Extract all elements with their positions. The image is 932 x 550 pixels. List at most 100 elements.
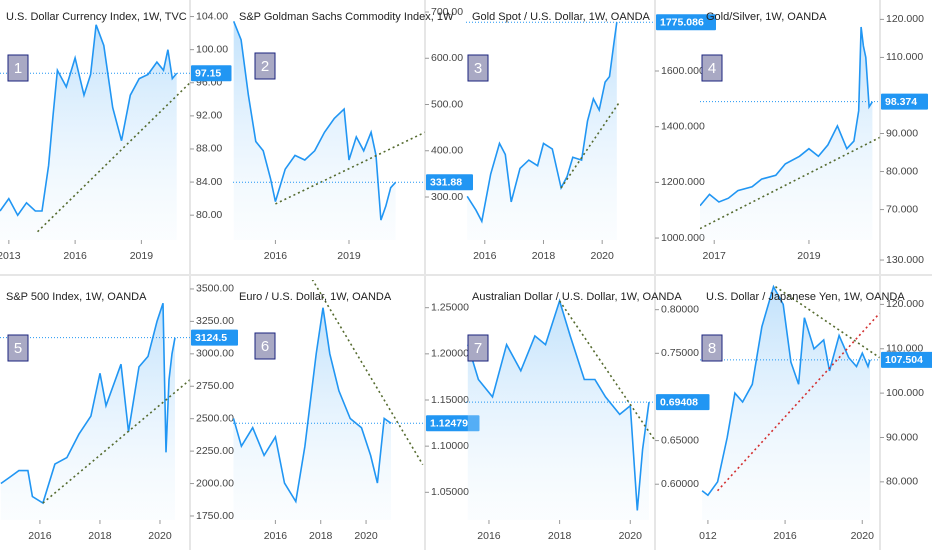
y-tick-label: 100.00	[196, 43, 228, 55]
chart-title: U.S. Dollar Currency Index, 1W, TVC	[6, 11, 187, 23]
x-tick-label: 2016	[473, 250, 497, 262]
trend-line	[700, 136, 880, 230]
y-tick-label: 80.000	[886, 165, 918, 177]
y-tick-label: 0.60000	[661, 478, 699, 490]
area-fill	[0, 24, 177, 240]
y-tick-label: 2250.00	[196, 445, 234, 457]
x-tick-label: 2016	[28, 530, 52, 542]
y-tick-label: 1.15000	[431, 394, 469, 406]
panel: S&P Goldman Sachs Commodity Index	[233, 21, 425, 240]
x-tick-label: 2020	[148, 530, 172, 542]
x-tick-label: 2020	[851, 530, 875, 542]
x-tick-label: 2016	[264, 530, 288, 542]
panel-number-box	[467, 54, 489, 82]
x-tick-label: 2019	[337, 250, 361, 262]
panel: U.S. Dollar / Japanese Yen	[701, 284, 880, 520]
last-price-box	[426, 174, 473, 191]
last-price-label: 1.12479	[430, 418, 468, 430]
price-line	[701, 284, 871, 497]
y-tick-label: 400.00	[431, 145, 463, 157]
trend-line	[42, 379, 190, 504]
price-line	[233, 21, 397, 221]
panel-number-box	[7, 54, 29, 82]
trend-line	[558, 300, 655, 442]
panel-number-box	[701, 334, 723, 362]
y-tick-label: 90.000	[886, 127, 918, 139]
price-line	[467, 298, 650, 511]
x-tick-label: 2020	[354, 530, 378, 542]
panel-number-box	[254, 52, 276, 80]
y-tick-label: 0.75000	[661, 347, 699, 359]
y-tick-label: 130.000	[886, 254, 924, 266]
y-tick-label: 84.00	[196, 176, 222, 188]
y-tick-label: 120.000	[886, 298, 924, 310]
y-tick-label: 1750.00	[196, 510, 234, 522]
y-tick-label: 90.000	[886, 431, 918, 443]
x-tick-label: 2018	[309, 530, 333, 542]
panel-number: 8	[708, 340, 716, 357]
x-tick-label: 2018	[88, 530, 112, 542]
chart-title: Australian Dollar / U.S. Dollar, 1W, OAN…	[472, 291, 682, 303]
panel: Gold/Silver	[700, 26, 880, 240]
y-tick-label: 2000.00	[196, 477, 234, 489]
y-tick-label: 1.20000	[431, 348, 469, 360]
panel-number-box	[701, 54, 723, 82]
panel: Gold Spot / U.S. Dollar	[466, 22, 621, 240]
area-fill	[702, 286, 870, 520]
x-tick-label: 2020	[619, 530, 643, 542]
x-tick-label: 2016	[63, 250, 87, 262]
y-tick-label: 1400.000	[661, 120, 705, 132]
area-fill	[233, 307, 391, 520]
y-tick-label: 100.000	[886, 387, 924, 399]
last-price-box	[426, 415, 480, 432]
panel-number: 1	[14, 60, 22, 77]
x-tick-label: 2018	[548, 530, 572, 542]
y-tick-label: 80.000	[886, 476, 918, 488]
y-tick-label: 120.000	[886, 13, 924, 25]
x-tick-label: 2020	[590, 250, 614, 262]
y-tick-label: 2500.00	[196, 412, 234, 424]
trend-line	[716, 312, 880, 492]
y-tick-label: 110.000	[886, 343, 923, 355]
price-line	[233, 307, 392, 504]
x-tick-label: 2016	[477, 530, 501, 542]
y-tick-label: 3500.00	[196, 283, 234, 295]
panel-number: 2	[261, 58, 269, 75]
chart-title: S&P Goldman Sachs Commodity Index, 1W	[239, 11, 454, 23]
panel-number: 4	[708, 60, 716, 77]
area-fill	[233, 21, 396, 240]
chart-title: U.S. Dollar / Japanese Yen, 1W, OANDA	[706, 291, 905, 303]
panel-number: 3	[474, 60, 482, 77]
x-tick-label: 2018	[532, 250, 556, 262]
last-price-label: 98.374	[885, 96, 917, 108]
panel-number: 7	[474, 340, 482, 357]
last-price-box	[191, 329, 238, 346]
y-tick-label: 70.000	[886, 203, 918, 215]
trend-line	[36, 82, 190, 233]
y-tick-label: 0.65000	[661, 434, 699, 446]
price-line	[0, 302, 176, 505]
last-price-label: 0.69408	[660, 396, 698, 408]
chart-title: S&P 500 Index, 1W, OANDA	[6, 291, 147, 303]
last-price-label: 331.88	[430, 177, 462, 189]
price-line	[0, 24, 178, 217]
last-price-box	[656, 394, 710, 411]
y-tick-label: 2750.00	[196, 380, 234, 392]
area-fill	[467, 22, 617, 240]
last-price-box	[191, 65, 232, 82]
last-price-label: 107.504	[885, 354, 923, 366]
price-line	[700, 26, 874, 207]
panel-number: 5	[14, 340, 22, 357]
y-tick-label: 1200.000	[661, 176, 705, 188]
y-tick-label: 3250.00	[196, 315, 234, 327]
y-tick-label: 0.80000	[661, 303, 699, 315]
y-tick-label: 700.00	[431, 6, 463, 18]
y-tick-label: 88.00	[196, 143, 222, 155]
panel: S&P 500 Index	[0, 302, 190, 520]
y-tick-label: 600.00	[431, 52, 463, 64]
last-price-box	[881, 351, 932, 368]
y-tick-label: 500.00	[431, 98, 463, 110]
panel: Australian Dollar / U.S. Dollar	[467, 298, 655, 520]
x-tick-label: 2013	[0, 250, 21, 262]
